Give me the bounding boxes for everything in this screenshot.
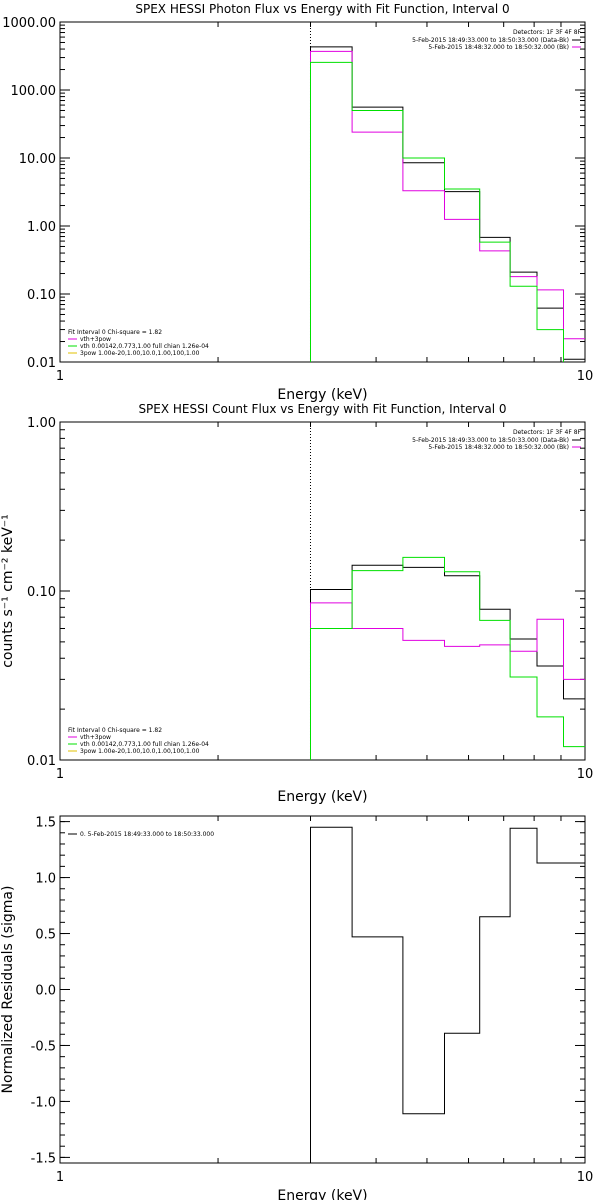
- x-tick-label: 1: [56, 369, 64, 384]
- y-tick-label: 1.00: [27, 220, 56, 235]
- legend-fit-info: Fit Interval 0 Chi-square = 1.82: [68, 727, 162, 734]
- legend-detectors: Detectors: 1F 3F 4F 8F: [513, 29, 582, 36]
- y-tick-label: 100.00: [11, 84, 57, 99]
- chart-title: SPEX HESSI Photon Flux vs Energy with Fi…: [135, 2, 509, 16]
- x-tick-label: 10: [577, 369, 594, 384]
- y-axis-label: Normalized Residuals (sigma): [0, 886, 16, 1094]
- y-axis-label: counts s⁻¹ cm⁻² keV⁻¹: [0, 514, 16, 668]
- plot-frame: [59, 21, 586, 363]
- y-tick-label: -0.5: [31, 1039, 56, 1054]
- chart-panel-3: 1.5 1.0 0.5 0.0 -0.5 -1.0 -1.51 10 Energy (keV) N…: [0, 815, 594, 1200]
- y-tick-label: 10.00: [19, 152, 56, 167]
- y-tick-label: -1.0: [31, 1095, 56, 1110]
- y-tick-label: 0.5: [35, 928, 56, 943]
- plot-frame: [59, 421, 586, 761]
- y-tick-label: 1000.00: [2, 16, 56, 31]
- x-tick-label: 10: [577, 1170, 594, 1185]
- series-line-3: [310, 556, 585, 760]
- legend-entry-text: 5-Feb-2015 18:48:32.000 to 18:50:32.000 …: [428, 44, 569, 51]
- x-axis-label: Energy (keV): [277, 387, 367, 403]
- x-tick-label: 1: [56, 1170, 64, 1185]
- legend-detectors: Detectors: 1F 3F 4F 8F: [513, 429, 582, 436]
- y-tick-label: 0.01: [27, 356, 56, 371]
- legend-entry-text: vth+3pow: [80, 336, 111, 343]
- y-tick-label: 1.5: [35, 816, 56, 831]
- y-tick-label: 1.00: [27, 416, 56, 431]
- plot-area: [310, 826, 585, 1163]
- plot-area: [309, 422, 585, 760]
- y-tick-label: 0.10: [27, 585, 56, 600]
- x-axis-label: Energy (keV): [277, 789, 367, 805]
- legend-entry-text: 3pow 1.00e-20,1.00,10.0,1.00,100,1.00: [80, 748, 200, 755]
- x-axis-label: Energy (keV): [277, 1188, 367, 1200]
- legend-fit-info: Fit Interval 0 Chi-square = 1.82: [68, 329, 162, 336]
- y-tick-label: -1.5: [31, 1151, 56, 1166]
- legend-entry-text: 3pow 1.00e-20,1.00,10.0,1.00,100,1.00: [80, 350, 200, 357]
- legend-entry-text: 5-Feb-2015 18:48:32.000 to 18:50:32.000 …: [428, 444, 569, 451]
- chart-panel-2: SPEX HESSI Count Flux vs Energy with Fit…: [0, 402, 593, 805]
- legend-entry-text: 0. 5-Feb-2015 18:49:33.000 to 18:50:33.0…: [80, 831, 214, 838]
- x-tick-label: 1: [56, 767, 64, 782]
- y-tick-label: 0.01: [27, 754, 56, 769]
- legend-entry-text: vth 0.00142,0.773,1.00 full chian 1.26e-…: [80, 741, 209, 748]
- legend-entry-text: 5-Feb-2015 18:49:33.000 to 18:50:33.000 …: [412, 37, 569, 44]
- plot-area: [309, 22, 585, 362]
- plot-frame: [59, 815, 586, 1164]
- legend-entry-text: vth 0.00142,0.773,1.00 full chian 1.26e-…: [80, 343, 209, 350]
- legend-entry-text: 5-Feb-2015 18:49:33.000 to 18:50:33.000 …: [412, 437, 569, 444]
- y-tick-label: 0.10: [27, 288, 56, 303]
- x-tick-label: 10: [577, 767, 594, 782]
- legend-entry-text: vth+3pow: [80, 734, 111, 741]
- series-line-1: [310, 826, 585, 1163]
- series-line-3: [310, 61, 564, 362]
- y-tick-label: 0.0: [35, 984, 56, 999]
- chart-title: SPEX HESSI Count Flux vs Energy with Fit…: [138, 402, 506, 416]
- y-tick-label: 1.0: [35, 872, 56, 887]
- chart-panel-1: SPEX HESSI Photon Flux vs Energy with Fi…: [2, 2, 593, 403]
